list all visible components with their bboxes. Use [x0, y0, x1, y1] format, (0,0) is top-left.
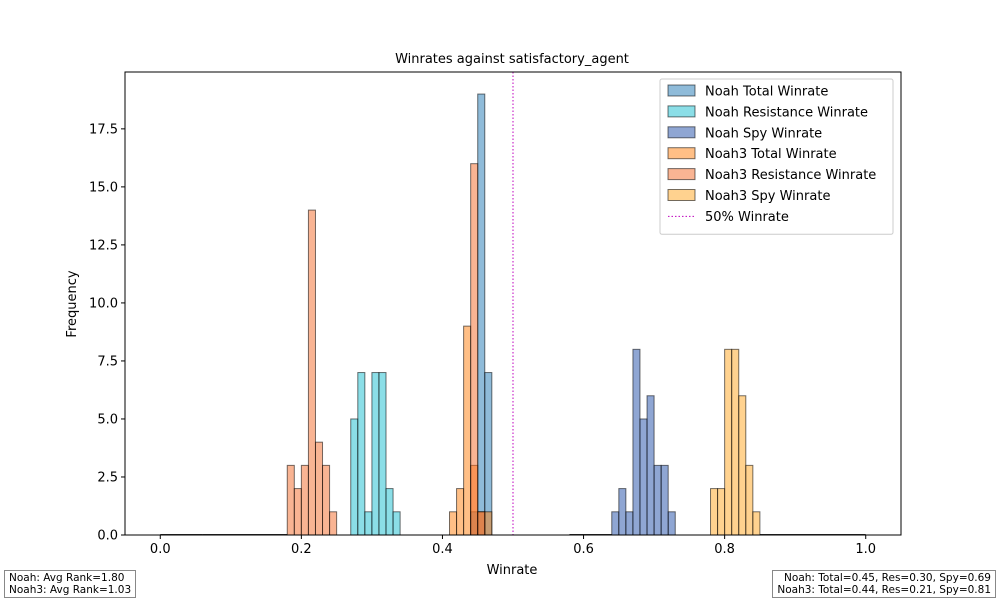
legend-label: Noah Resistance Winrate — [705, 105, 868, 120]
histogram-bar — [724, 348, 733, 536]
histogram-bar — [371, 372, 380, 536]
y-tick-label: 5.0 — [97, 412, 118, 427]
histogram-bar — [286, 464, 295, 536]
avg-rank-note: Noah: Avg Rank=1.80 Noah3: Avg Rank=1.03 — [4, 570, 137, 598]
legend-swatch — [667, 105, 696, 118]
avg-rank-line-noah: Noah: Avg Rank=1.80 — [9, 572, 125, 584]
histogram-bar — [322, 464, 331, 536]
legend-swatch — [667, 189, 696, 201]
histogram-bar — [477, 93, 486, 536]
avg-rank-line-noah3: Noah3: Avg Rank=1.03 — [9, 584, 132, 596]
x-tick-label: 0.6 — [573, 542, 594, 557]
mean-winrate-line-noah: Noah: Total=0.45, Res=0.30, Spy=0.69 — [784, 572, 991, 584]
x-tick-label: 0.0 — [150, 542, 171, 557]
y-tick-label: 15.0 — [89, 180, 118, 195]
x-tick-label: 0.2 — [291, 542, 312, 557]
histogram-bar — [477, 511, 486, 536]
x-tick-label: 0.4 — [432, 542, 453, 557]
histogram-bar — [449, 511, 458, 536]
histogram-bar — [350, 418, 359, 536]
histogram-bar — [357, 372, 366, 536]
histogram-bar — [293, 488, 302, 536]
x-tick-label: 0.8 — [714, 542, 735, 557]
legend: Noah Total Winrate Noah Resistance Winrat… — [659, 78, 894, 235]
legend-swatch — [667, 168, 696, 181]
series-2-bars — [350, 372, 401, 536]
y-tick-label: 2.5 — [97, 470, 118, 485]
histogram-bar — [364, 511, 373, 536]
x-tick-label: 1.0 — [855, 542, 876, 557]
histogram-bar — [329, 511, 338, 536]
y-tick-label: 0.0 — [97, 529, 118, 544]
histogram-bar — [463, 325, 472, 536]
legend-swatch — [667, 126, 696, 139]
legend-label: 50% Winrate — [705, 210, 789, 225]
legend-swatch — [667, 84, 696, 97]
legend-swatch — [667, 147, 696, 160]
y-tick-label: 7.5 — [97, 354, 118, 369]
histogram-bar — [738, 395, 747, 536]
plot-frame — [124, 71, 902, 536]
x-axis-label: Winrate — [487, 563, 538, 578]
histogram-bar — [653, 464, 662, 536]
y-tick-label: 17.5 — [89, 122, 118, 137]
histogram-bar — [456, 488, 465, 536]
histogram-bar — [611, 511, 620, 536]
y-axis-label: Frequency — [65, 270, 80, 337]
histogram-bar — [639, 418, 648, 536]
mean-winrate-note: Noah: Total=0.45, Res=0.30, Spy=0.69 Noa… — [772, 570, 996, 598]
histogram-bar — [667, 511, 676, 536]
histogram-bar — [484, 511, 493, 536]
histogram-bar — [484, 372, 493, 536]
histogram-bar — [392, 511, 401, 536]
series-3-bars — [611, 348, 676, 536]
histogram-bar — [470, 163, 479, 536]
histogram-bar — [378, 372, 387, 536]
histogram-bar — [385, 488, 394, 536]
y-tick-label: 10.0 — [89, 296, 118, 311]
histogram-bar — [752, 511, 761, 536]
histogram-bar — [314, 441, 324, 536]
legend-label: Noah3 Resistance Winrate — [705, 168, 876, 183]
histogram-bar — [625, 511, 634, 536]
histogram-bar — [731, 348, 740, 536]
legend-box — [659, 78, 894, 235]
legend-label: Noah Total Winrate — [705, 85, 828, 100]
chart-title: Winrates against satisfactory_agent — [395, 52, 629, 67]
series-6-bars — [710, 348, 761, 536]
histogram-bar — [618, 488, 627, 536]
histogram-bar — [710, 488, 719, 536]
histogram-bar — [717, 488, 726, 536]
y-tick-label: 12.5 — [89, 238, 118, 253]
histogram-bar — [660, 464, 669, 536]
legend-label: Noah Spy Winrate — [705, 126, 822, 141]
histogram-bar — [745, 464, 754, 536]
histogram-bar — [300, 464, 309, 536]
legend-label: Noah3 Spy Winrate — [705, 189, 830, 204]
legend-label: Noah3 Total Winrate — [705, 147, 837, 162]
histogram-bar — [307, 209, 316, 536]
histogram-bar — [646, 395, 655, 536]
histogram-bar — [632, 348, 641, 536]
mean-winrate-line-noah3: Noah3: Total=0.44, Res=0.21, Spy=0.81 — [777, 584, 991, 596]
